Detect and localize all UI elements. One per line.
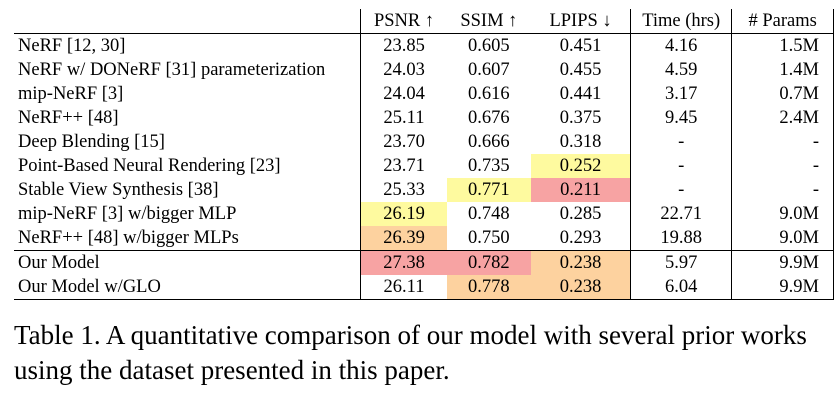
header-psnr: PSNR ↑ — [360, 9, 447, 34]
cell-psnr: 26.11 — [360, 275, 447, 300]
table-row: NeRF w/ DONeRF [31] parameterization 24.0… — [14, 58, 834, 82]
cell-lpips: 0.211 — [531, 178, 631, 202]
cell-psnr: 24.03 — [360, 58, 447, 82]
table-row: Point-Based Neural Rendering [23] 23.71 0.… — [14, 154, 834, 178]
cell-lpips: 0.293 — [559, 228, 602, 248]
cell-params: - — [731, 154, 834, 178]
cell-psnr: 27.38 — [360, 250, 447, 275]
cell-method: NeRF [12, 30] — [14, 33, 361, 58]
cell-time: 4.16 — [630, 33, 732, 58]
cell-psnr: 23.71 — [360, 154, 447, 178]
cell-ssim: 0.782 — [446, 250, 532, 275]
cell-time: 9.45 — [630, 106, 732, 130]
table-row: mip-NeRF [3] 24.04 0.616 0.441 3.17 0.7M — [14, 82, 834, 106]
header-ssim: SSIM ↑ — [446, 9, 532, 34]
cell-params: - — [731, 178, 834, 202]
cell-lpips: 0.455 — [559, 60, 602, 80]
header-params: # Params — [731, 9, 834, 34]
cell-time: 3.17 — [630, 82, 732, 106]
cell-ssim: 0.607 — [468, 60, 510, 80]
cell-method: Point-Based Neural Rendering [23] — [18, 156, 281, 176]
cell-method: Deep Blending [15] — [18, 132, 165, 152]
cell-method: Stable View Synthesis [38] — [18, 180, 219, 200]
cell-params: 9.0M — [731, 202, 834, 226]
cell-params: - — [731, 130, 834, 154]
cell-lpips: 0.451 — [531, 33, 631, 58]
cell-method: Our Model w/GLO — [14, 275, 361, 300]
header-lpips: LPIPS ↓ — [531, 9, 631, 34]
table-row: Our Model 27.38 0.782 0.238 5.97 9.9M — [14, 250, 834, 275]
cell-ssim: 0.771 — [446, 178, 532, 202]
cell-psnr: 26.39 — [360, 226, 447, 251]
cell-ssim: 0.748 — [468, 204, 510, 224]
table-row: Our Model w/GLO 26.11 0.778 0.238 6.04 9.9M — [14, 275, 834, 300]
cell-psnr: 25.11 — [360, 106, 447, 130]
cell-params: 1.4M — [731, 58, 834, 82]
cell-ssim: 0.616 — [468, 84, 510, 104]
cell-psnr: 23.70 — [360, 130, 447, 154]
cell-psnr: 26.19 — [360, 202, 447, 226]
header-time: Time (hrs) — [630, 9, 732, 34]
results-table: PSNR ↑ SSIM ↑ LPIPS ↓ Time (hrs) # Param… — [14, 9, 834, 300]
cell-params: 9.9M — [731, 250, 834, 275]
cell-lpips: 0.238 — [531, 250, 631, 275]
cell-time: 5.97 — [630, 250, 732, 275]
cell-ssim: 0.605 — [446, 33, 532, 58]
cell-method: NeRF++ [48] w/bigger MLPs — [18, 228, 239, 248]
table-row: NeRF++ [48] 25.11 0.676 0.375 9.45 2.4M — [14, 106, 834, 130]
table-row: Stable View Synthesis [38] 25.33 0.771 0.21… — [14, 178, 834, 202]
cell-method: Our Model — [14, 250, 361, 275]
cell-lpips: 0.318 — [559, 132, 602, 152]
cell-ssim: 0.666 — [468, 132, 510, 152]
cell-lpips: 0.441 — [559, 84, 602, 104]
cell-psnr: 23.85 — [360, 33, 447, 58]
cell-time: - — [630, 178, 732, 202]
table-row: Deep Blending [15] 23.70 0.666 0.318 - - — [14, 130, 834, 154]
cell-params: 0.7M — [731, 82, 834, 106]
cell-psnr: 24.04 — [360, 82, 447, 106]
cell-params: 9.0M — [731, 226, 834, 251]
cell-method: NeRF++ [48] — [18, 108, 119, 128]
cell-ssim: 0.750 — [468, 228, 510, 248]
table-row: NeRF [12, 30] 23.85 0.605 0.451 4.16 1.5M — [14, 33, 834, 58]
cell-time: 4.59 — [630, 58, 732, 82]
cell-method: mip-NeRF [3] w/bigger MLP — [18, 204, 237, 224]
cell-time: - — [630, 130, 732, 154]
table-row: mip-NeRF [3] w/bigger MLP 26.19 0.748 0.285… — [14, 202, 834, 226]
cell-lpips: 0.375 — [559, 108, 602, 128]
table-body: NeRF [12, 30] 23.85 0.605 0.451 4.16 1.5M NeRF… — [14, 33, 834, 300]
cell-lpips: 0.252 — [531, 154, 631, 178]
cell-lpips: 0.285 — [559, 204, 602, 224]
cell-lpips: 0.238 — [531, 275, 631, 300]
cell-method: NeRF w/ DONeRF [31] parameterization — [18, 60, 326, 80]
cell-time: 22.71 — [630, 202, 732, 226]
cell-time: 6.04 — [630, 275, 732, 300]
cell-params: 9.9M — [731, 275, 834, 300]
cell-time: - — [630, 154, 732, 178]
table-header-row: PSNR ↑ SSIM ↑ LPIPS ↓ Time (hrs) # Param… — [14, 9, 834, 34]
cell-ssim: 0.778 — [446, 275, 532, 300]
cell-ssim: 0.735 — [468, 156, 510, 176]
cell-time: 19.88 — [630, 226, 732, 251]
cell-params: 2.4M — [731, 106, 834, 130]
cell-ssim: 0.676 — [468, 108, 510, 128]
header-method-empty — [14, 9, 361, 34]
table-row: NeRF++ [48] w/bigger MLPs 26.39 0.750 0.293… — [14, 226, 834, 251]
cell-params: 1.5M — [731, 33, 834, 58]
cell-psnr: 25.33 — [360, 178, 447, 202]
cell-method: mip-NeRF [3] — [18, 84, 124, 104]
table-caption: Table 1. A quantitative comparison of ou… — [14, 320, 807, 385]
